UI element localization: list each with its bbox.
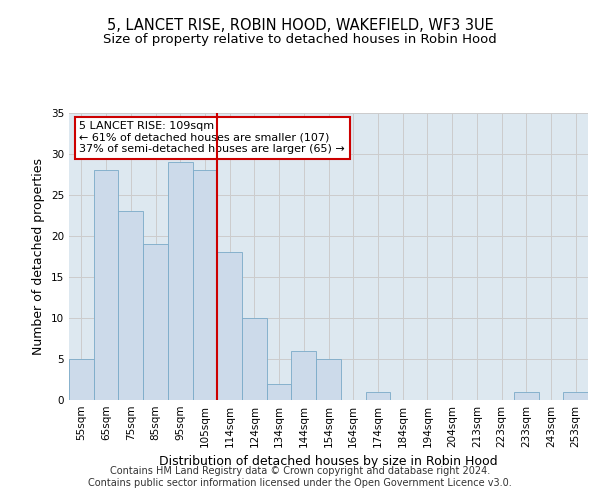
Bar <box>217 252 242 400</box>
Text: Contains HM Land Registry data © Crown copyright and database right 2024.
Contai: Contains HM Land Registry data © Crown c… <box>88 466 512 487</box>
Bar <box>292 350 316 400</box>
Bar <box>242 318 267 400</box>
Text: 5, LANCET RISE, ROBIN HOOD, WAKEFIELD, WF3 3UE: 5, LANCET RISE, ROBIN HOOD, WAKEFIELD, W… <box>107 18 493 32</box>
Bar <box>365 392 390 400</box>
Bar <box>69 359 94 400</box>
Bar <box>193 170 217 400</box>
Bar <box>514 392 539 400</box>
Bar <box>563 392 588 400</box>
Bar <box>168 162 193 400</box>
Bar <box>267 384 292 400</box>
Text: Size of property relative to detached houses in Robin Hood: Size of property relative to detached ho… <box>103 32 497 46</box>
Bar <box>143 244 168 400</box>
Bar <box>316 359 341 400</box>
X-axis label: Distribution of detached houses by size in Robin Hood: Distribution of detached houses by size … <box>159 456 498 468</box>
Text: 5 LANCET RISE: 109sqm
← 61% of detached houses are smaller (107)
37% of semi-det: 5 LANCET RISE: 109sqm ← 61% of detached … <box>79 121 345 154</box>
Bar <box>94 170 118 400</box>
Y-axis label: Number of detached properties: Number of detached properties <box>32 158 46 355</box>
Bar <box>118 211 143 400</box>
